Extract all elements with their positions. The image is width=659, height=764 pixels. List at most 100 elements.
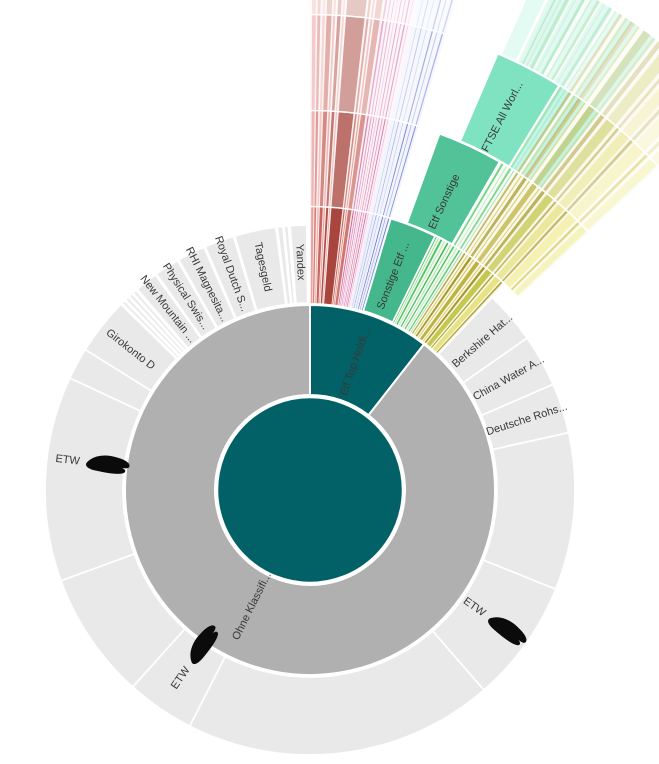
fan-slice[interactable] (407, 30, 433, 123)
fan-slice[interactable] (585, 26, 640, 103)
fan-slice[interactable] (374, 0, 393, 20)
fan-slice[interactable] (464, 172, 519, 253)
fan-slice[interactable] (554, 2, 613, 88)
fan-slice[interactable] (423, 264, 482, 342)
fan-slice[interactable] (333, 0, 340, 15)
fan-slice[interactable] (316, 207, 323, 304)
ring3-segment-segment[interactable] (124, 295, 183, 357)
fan-slice[interactable] (388, 125, 417, 218)
fan-slice[interactable] (510, 86, 572, 173)
ring2-segment-ohne-klassifi[interactable] (124, 303, 496, 676)
fan-slice[interactable] (517, 91, 572, 173)
fan-slice[interactable] (411, 32, 438, 124)
fan-slice[interactable] (542, 114, 605, 192)
fan-slice[interactable] (470, 177, 527, 258)
fan-slice[interactable] (597, 37, 655, 112)
fan-slice[interactable] (410, 251, 463, 333)
fan-slice[interactable] (342, 0, 350, 16)
fan-slice[interactable] (566, 11, 622, 92)
fan-slice[interactable] (338, 16, 365, 113)
fan-slice[interactable] (521, 95, 576, 175)
fan-slice[interactable] (376, 121, 400, 214)
fan-slice[interactable] (436, 281, 503, 353)
ring3-segment-rhi-magnesita[interactable] (177, 246, 237, 329)
fan-slice[interactable] (361, 117, 380, 211)
fan-slice[interactable] (385, 24, 406, 118)
fan-slice[interactable] (332, 209, 345, 305)
fan-slice[interactable] (319, 111, 328, 207)
fan-slice[interactable] (566, 139, 634, 212)
fan-slice[interactable] (357, 216, 384, 310)
fan-slice[interactable] (382, 123, 409, 216)
fan-slice[interactable] (526, 0, 569, 67)
fan-slice[interactable] (326, 0, 336, 15)
fan-slice[interactable] (415, 256, 472, 337)
fan-slice[interactable] (338, 210, 355, 306)
fan-slice[interactable] (415, 33, 444, 126)
fan-slice[interactable] (346, 0, 375, 18)
fan-slice[interactable] (407, 0, 428, 25)
fan-slice[interactable] (320, 207, 329, 304)
fan-slice[interactable] (359, 116, 378, 211)
fan-slice[interactable] (329, 111, 338, 207)
fan-slice[interactable] (414, 254, 469, 335)
fan-slice[interactable] (355, 18, 369, 113)
ring2-segment-etf-top-holdi[interactable] (309, 303, 426, 417)
fan-slice[interactable] (314, 111, 319, 207)
fan-slice[interactable] (534, 0, 588, 75)
ring3-segment-segment[interactable] (120, 299, 181, 360)
fan-slice[interactable] (527, 100, 586, 181)
fan-slice[interactable] (631, 71, 659, 142)
fan-slice[interactable] (601, 41, 659, 117)
fan-slice[interactable] (607, 47, 659, 125)
fan-slice[interactable] (404, 245, 455, 330)
fan-slice[interactable] (520, 94, 580, 178)
fan-slice[interactable] (487, 194, 554, 273)
ring3-segment-physical-swis[interactable] (155, 259, 218, 339)
fan-slice[interactable] (323, 15, 332, 111)
fan-slice[interactable] (371, 21, 388, 116)
fan-slice[interactable] (355, 115, 372, 210)
fan-slice[interactable] (379, 122, 404, 215)
fan-slice[interactable] (319, 207, 326, 304)
fan-slice[interactable] (348, 114, 366, 210)
fan-slice[interactable] (348, 213, 369, 308)
fan-slice[interactable] (402, 244, 452, 328)
fan-slice[interactable] (333, 209, 348, 305)
fan-slice[interactable] (522, 0, 564, 65)
fan-slice[interactable] (426, 0, 449, 29)
fan-slice[interactable] (513, 225, 587, 296)
fan-slice[interactable] (559, 131, 630, 209)
fan-slice[interactable] (459, 167, 512, 250)
fan-slice[interactable] (317, 111, 322, 207)
fan-slice[interactable] (578, 154, 648, 223)
fan-slice[interactable] (411, 252, 466, 334)
fan-slice[interactable] (340, 210, 357, 306)
fan-slice[interactable] (393, 0, 410, 22)
fan-slice[interactable] (398, 240, 446, 326)
fan-slice[interactable] (457, 165, 508, 248)
fan-slice[interactable] (574, 17, 633, 99)
fan-slice[interactable] (400, 0, 419, 23)
fan-slice[interactable] (408, 249, 461, 332)
fan-slice[interactable] (373, 120, 396, 214)
ring3-segment-new-mountain[interactable] (135, 273, 203, 350)
fan-slice[interactable] (326, 111, 335, 207)
fan-slice[interactable] (345, 212, 365, 307)
fan-slice[interactable] (353, 115, 369, 210)
fan-slice[interactable] (319, 15, 325, 111)
fan-slice[interactable] (322, 0, 327, 15)
fan-slice[interactable] (496, 203, 565, 280)
fan-slice[interactable] (419, 261, 480, 341)
fan-slice[interactable] (517, 0, 575, 69)
fan-slice[interactable] (382, 23, 402, 118)
fan-slice[interactable] (400, 242, 449, 327)
fan-slice[interactable] (388, 25, 409, 119)
fan-slice[interactable] (351, 214, 374, 308)
fan-slice[interactable] (556, 4, 606, 84)
fan-slice[interactable] (359, 217, 386, 310)
fan-slice[interactable] (646, 88, 659, 156)
fan-slice[interactable] (510, 222, 580, 291)
fan-slice[interactable] (315, 15, 321, 111)
